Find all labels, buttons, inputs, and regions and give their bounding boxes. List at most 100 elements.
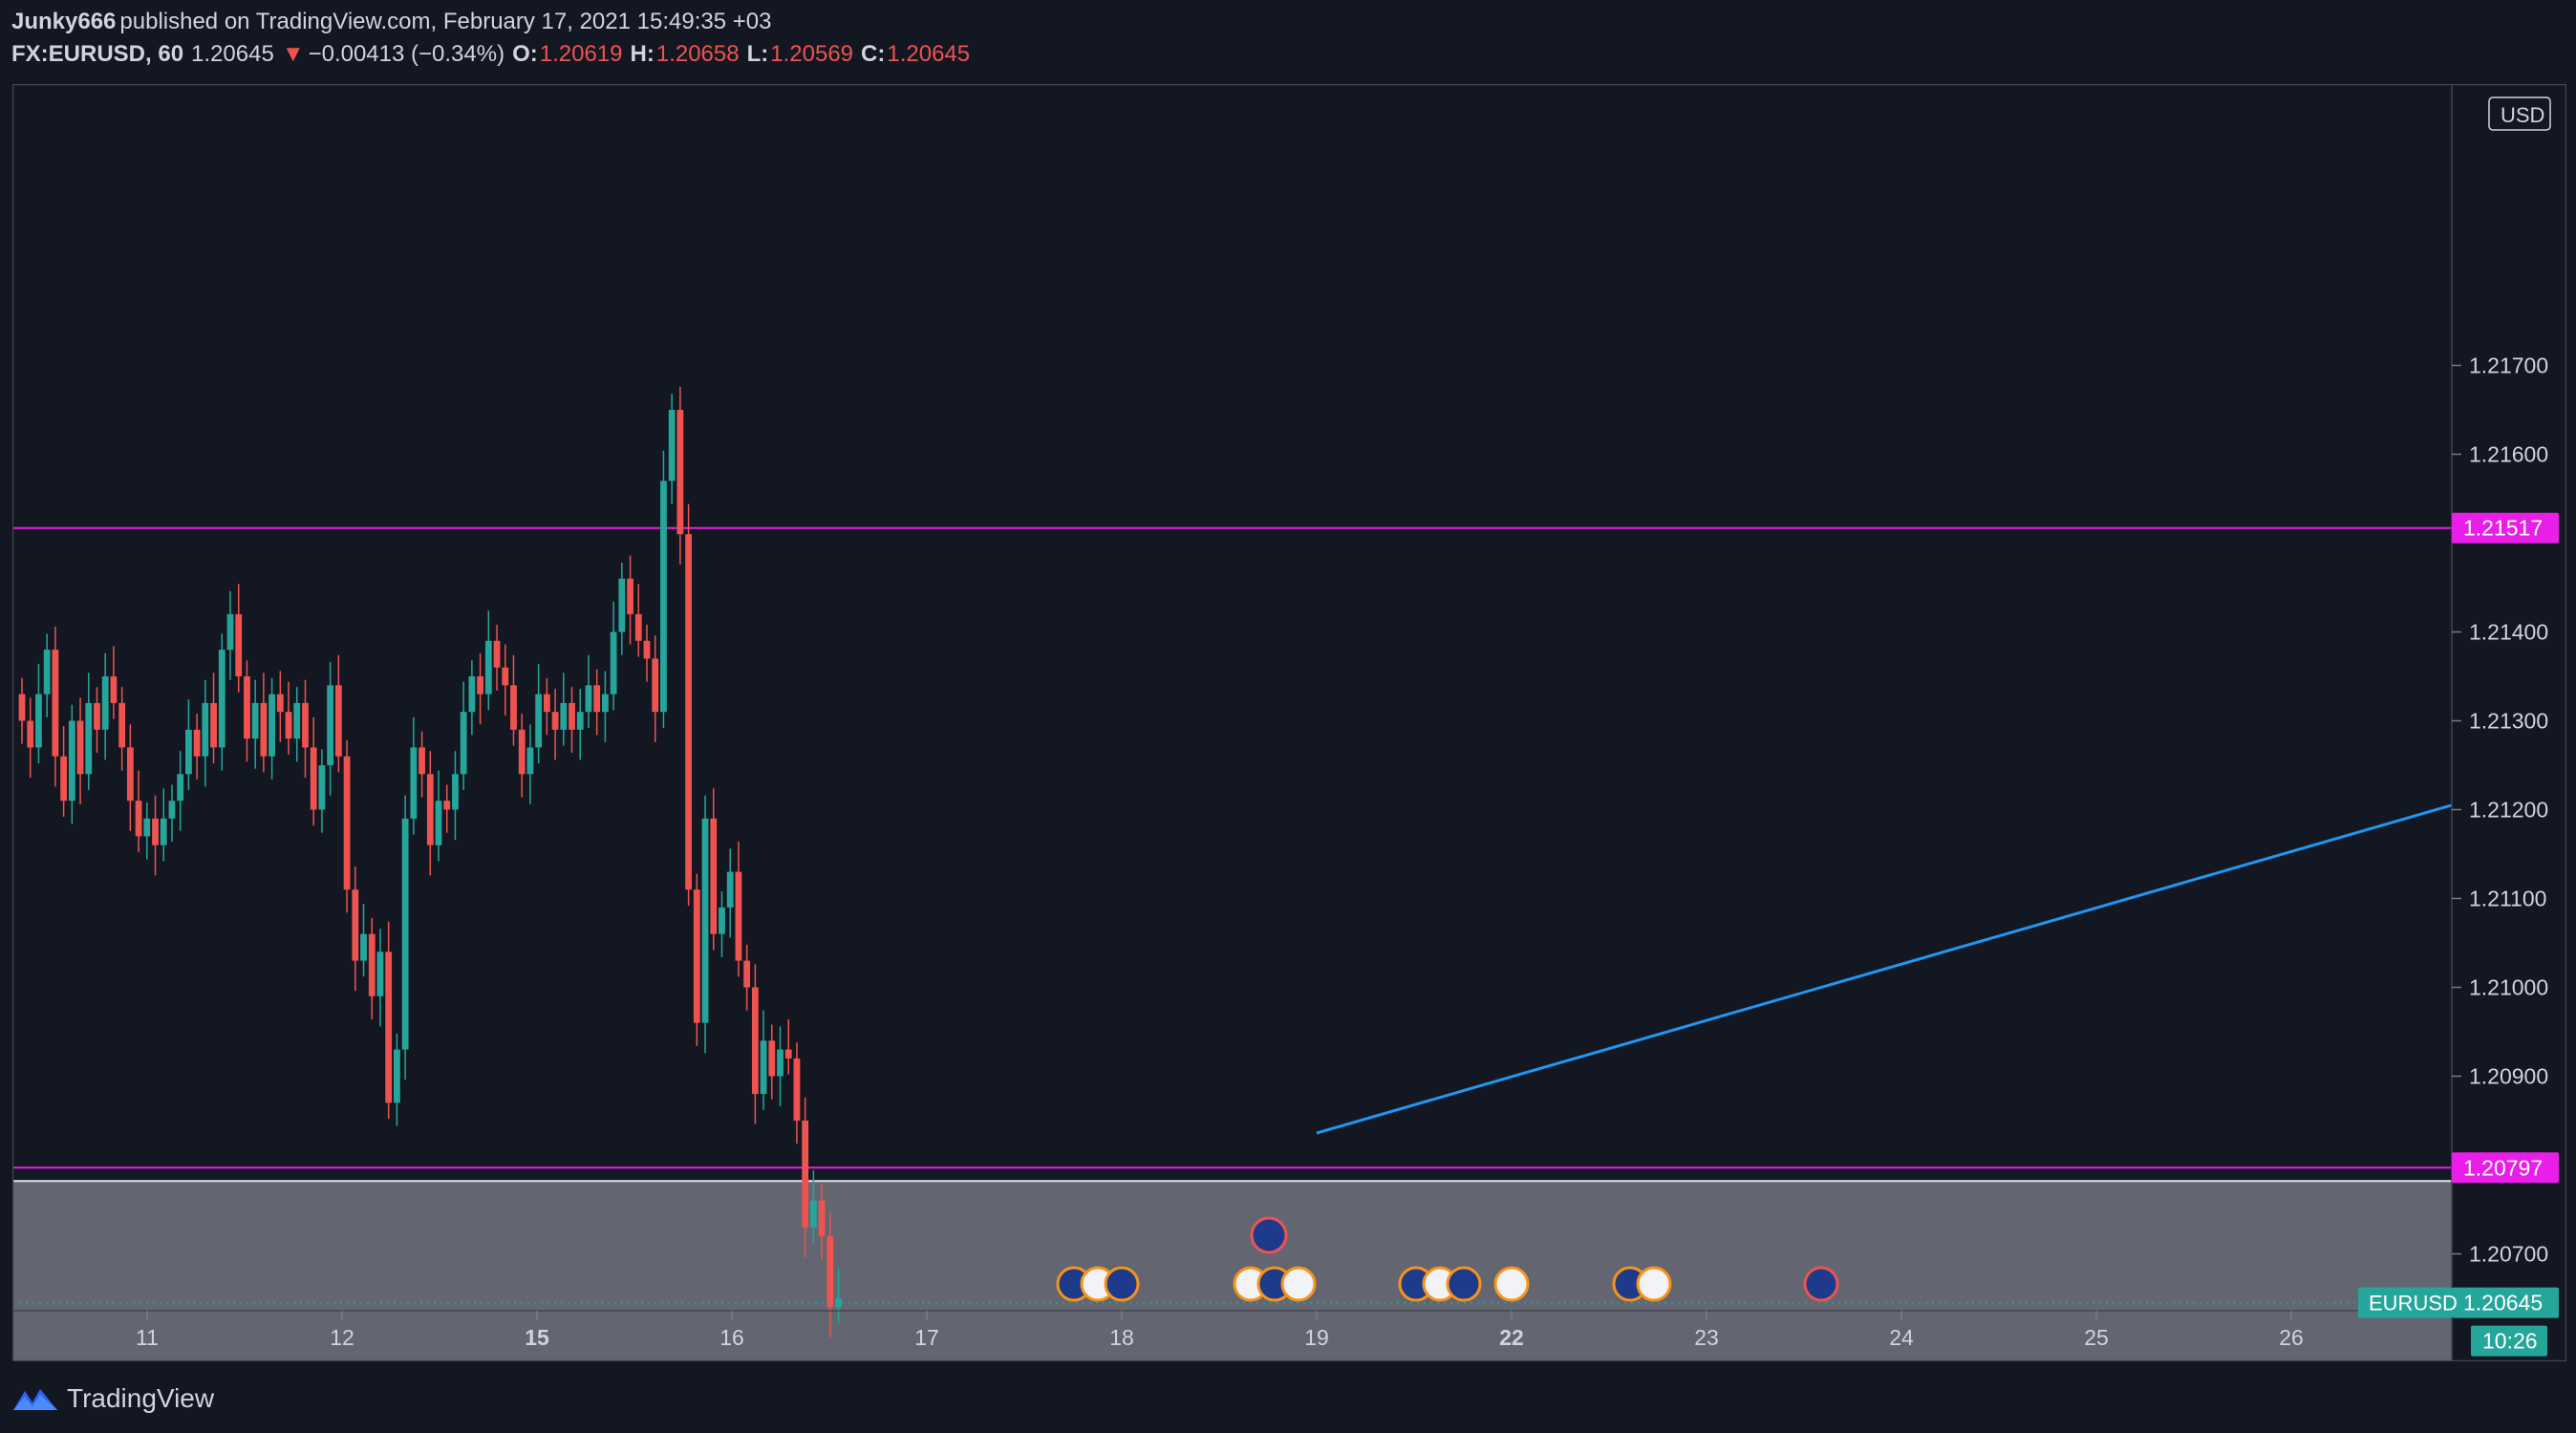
candle xyxy=(443,784,451,833)
candle-body xyxy=(85,702,93,775)
price-chart[interactable]: 1.21700 1.21600 1.21400 1.21300 1.21200 1.211… xyxy=(12,84,2566,1361)
candle-body xyxy=(602,694,609,713)
candle xyxy=(368,917,376,1019)
symbol-price-tag-bg xyxy=(2358,1287,2452,1318)
candle-body xyxy=(327,685,334,765)
countdown-bg xyxy=(2471,1325,2547,1357)
candle xyxy=(160,788,167,862)
candle xyxy=(676,386,684,565)
candle-body xyxy=(68,720,75,802)
candle-body xyxy=(385,952,393,1103)
candle-body xyxy=(60,756,67,802)
candle xyxy=(685,503,692,906)
candle-body xyxy=(43,650,51,695)
candle xyxy=(460,681,467,791)
candle-body xyxy=(160,818,167,845)
level-price-tag-2-text: 1.20797 xyxy=(2463,1155,2543,1180)
currency-badge[interactable]: USD xyxy=(2488,96,2551,131)
candle-body xyxy=(334,685,342,757)
x-tick-label: 17 xyxy=(914,1325,939,1350)
candle-body xyxy=(726,871,734,908)
candle-body xyxy=(593,685,601,713)
candle xyxy=(768,1024,776,1100)
candle xyxy=(202,679,209,787)
candle-body xyxy=(394,1049,400,1103)
open-label: O: xyxy=(512,41,538,67)
candle-body xyxy=(560,702,568,730)
candle-body xyxy=(94,702,100,730)
candle xyxy=(551,689,559,760)
candle xyxy=(535,663,543,764)
candle-body xyxy=(435,801,442,845)
tradingview-logo-icon[interactable] xyxy=(11,1383,59,1414)
candle-body xyxy=(502,667,509,686)
candle xyxy=(276,671,284,742)
candle-body xyxy=(668,410,676,481)
candle-body xyxy=(143,818,151,837)
candle xyxy=(419,731,425,798)
open-value: 1.20619 xyxy=(539,41,623,67)
x-tick-label: 11 xyxy=(136,1325,159,1350)
candle-body xyxy=(419,747,425,775)
level-price-tag-1-bg xyxy=(2452,512,2559,544)
candle xyxy=(394,1033,400,1126)
us-flag-icon xyxy=(1493,1266,1530,1302)
candle-body xyxy=(768,1040,776,1077)
symbol-price-tag: EURUSD xyxy=(2358,1287,2458,1318)
candle xyxy=(784,1018,792,1075)
countdown-text: 10:26 xyxy=(2482,1329,2538,1354)
x-tick-label: 22 xyxy=(1499,1325,1524,1350)
candle-body xyxy=(244,676,250,739)
candle-body xyxy=(152,818,159,845)
candle xyxy=(251,679,259,769)
candle-body xyxy=(835,1298,842,1308)
high-value: 1.20658 xyxy=(655,41,740,67)
y-tick-label: 1.20700 xyxy=(2469,1242,2548,1267)
publisher-name[interactable]: Junky666 xyxy=(11,9,117,34)
candle xyxy=(802,1097,809,1258)
candle xyxy=(560,673,568,746)
candle xyxy=(60,726,67,817)
candle-body xyxy=(18,694,26,721)
us-flag-icon xyxy=(1636,1266,1672,1302)
candle xyxy=(35,663,42,764)
candle xyxy=(18,677,26,744)
candle xyxy=(643,625,651,682)
candle-body xyxy=(468,676,476,713)
symbol-label[interactable]: FX:EURUSD, 60 xyxy=(11,41,184,67)
candle xyxy=(385,921,393,1120)
candle-body xyxy=(318,765,326,810)
candle xyxy=(668,394,676,504)
y-tick-label: 1.21100 xyxy=(2469,887,2546,911)
candle xyxy=(401,795,409,1080)
candle xyxy=(94,687,100,753)
low-label: L: xyxy=(746,41,769,67)
candle xyxy=(634,584,642,657)
candle xyxy=(543,677,550,736)
chart-area[interactable]: 1.21700 1.21600 1.21400 1.21300 1.21200 1.211… xyxy=(12,84,2566,1361)
candle xyxy=(426,751,434,876)
candle xyxy=(777,1026,784,1107)
candle xyxy=(818,1184,826,1260)
candle xyxy=(735,841,742,977)
candle xyxy=(710,788,718,951)
candle xyxy=(518,714,526,798)
candle xyxy=(719,891,725,957)
candle-body xyxy=(101,676,109,730)
candle xyxy=(260,673,268,773)
candle-body xyxy=(426,774,434,845)
x-tick-label: 23 xyxy=(1694,1325,1719,1350)
candle xyxy=(576,689,584,760)
candle-body xyxy=(610,631,617,695)
candle xyxy=(835,1268,842,1324)
candle-body xyxy=(368,933,376,996)
brand-name[interactable]: TradingView xyxy=(67,1383,215,1413)
candle xyxy=(660,450,667,728)
candle xyxy=(569,687,575,753)
candle xyxy=(410,716,418,835)
candle-body xyxy=(302,702,309,748)
candle xyxy=(693,873,700,1046)
level-price-tag-2: 1.20797 xyxy=(2452,1152,2559,1184)
published-text: published on TradingView.com, February 1… xyxy=(119,9,772,34)
candle xyxy=(126,724,134,831)
